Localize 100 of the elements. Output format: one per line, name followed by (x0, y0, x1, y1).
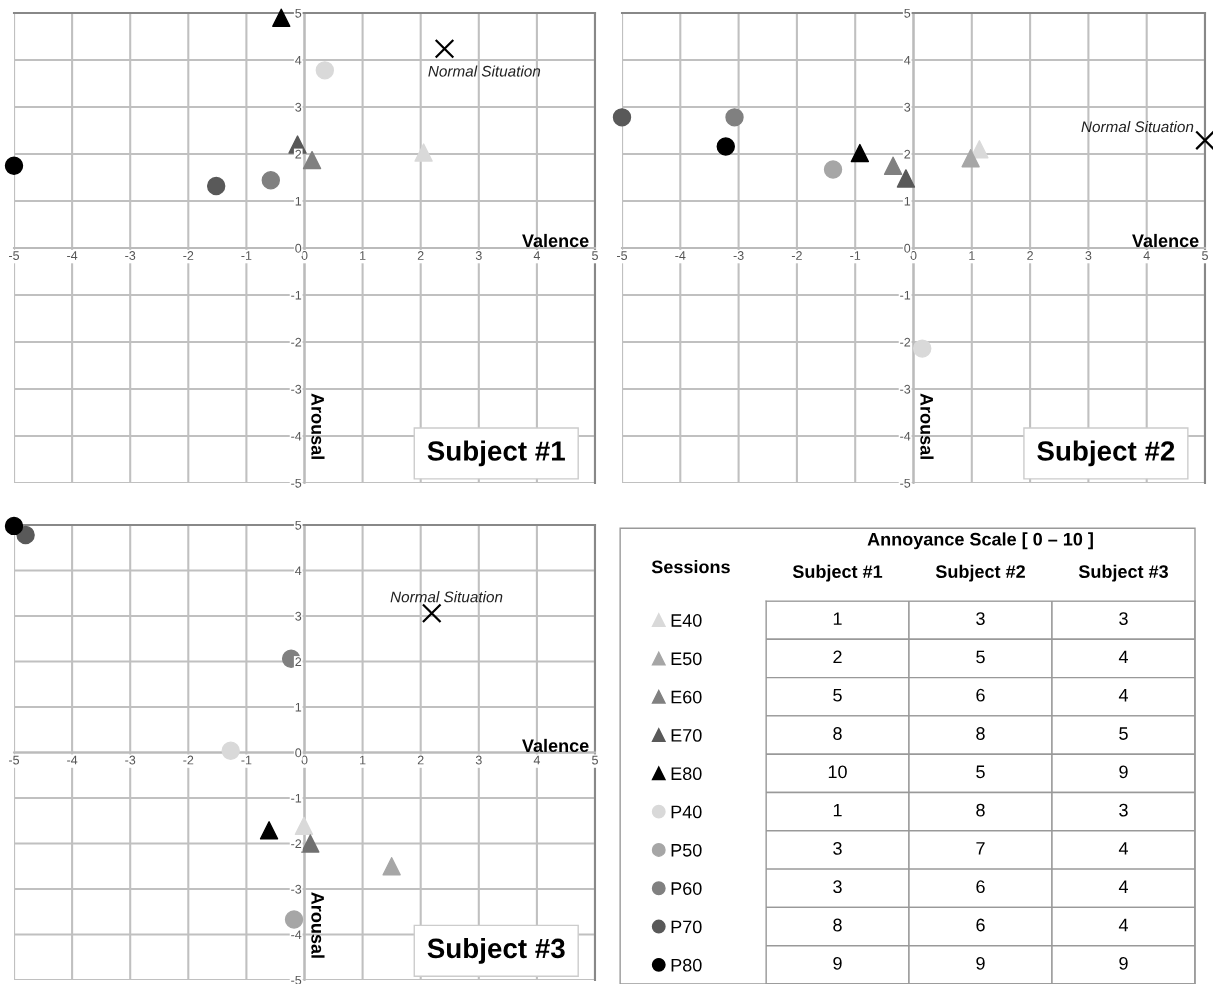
x-tick-label: Subject #1 (792, 564, 883, 582)
y-tick-label: P60 (671, 882, 702, 895)
point (294, 816, 314, 835)
x-tick-label: -5 (9, 755, 20, 765)
x-tick-label: 3 (475, 251, 482, 260)
data-label: 10 (828, 765, 847, 779)
data-label: 3 (833, 880, 842, 894)
x-tick-label: Subject #3 (1078, 564, 1169, 582)
y-tick-label: 1 (295, 196, 302, 206)
data-label: 1 (833, 803, 842, 817)
x-tick-label: -1 (241, 251, 252, 260)
x-tick-label: 4 (533, 755, 541, 765)
x-tick-label: -3 (125, 251, 136, 260)
data-label: 2 (833, 650, 842, 664)
y-tick-label: 2 (295, 657, 302, 667)
data-label: 9 (1119, 956, 1128, 970)
text: Subject #1 (427, 440, 565, 467)
series-label: Normal Situation (390, 591, 503, 603)
x-tick-label: 3 (1085, 251, 1092, 260)
data-label: 5 (976, 765, 985, 779)
data-label: 6 (976, 918, 985, 932)
x-tick-label: 4 (1143, 251, 1150, 260)
data-label: 8 (976, 727, 985, 740)
x-tick-label: 3 (475, 755, 482, 765)
data-label: 8 (833, 727, 842, 740)
x-tick-label: 2 (417, 755, 424, 765)
x-tick-label: 0 (910, 251, 917, 260)
y-tick-label: 5 (904, 8, 911, 18)
data-label: 9 (833, 956, 842, 970)
y-tick-label: -5 (291, 975, 302, 984)
data-label: 3 (833, 842, 842, 855)
data-label: 9 (976, 956, 985, 970)
point (382, 857, 401, 876)
point (261, 171, 281, 190)
x-tick-label: -3 (125, 755, 136, 765)
y-tick-label: E80 (671, 767, 702, 781)
x-tick-label: 2 (417, 251, 424, 260)
y-tick-label: -1 (291, 793, 302, 803)
y-tick-label: E70 (671, 728, 702, 742)
data-label: 6 (976, 688, 985, 702)
y-tick-label: -3 (291, 884, 302, 894)
series-label: Normal Situation (1081, 120, 1194, 133)
point (301, 834, 320, 853)
data-label: 5 (976, 650, 985, 664)
x-tick-label: -4 (67, 755, 78, 765)
y-axis-title: Arousal (311, 892, 325, 958)
x-tick-label: Subject #2 (935, 564, 1025, 582)
point (850, 143, 870, 163)
point (823, 160, 843, 179)
point (206, 176, 226, 196)
x-tick-label: 2 (1027, 251, 1033, 260)
y-tick-label: 3 (904, 102, 911, 112)
chart-title: Annoyance Scale [ 0 – 10 ] (867, 532, 1093, 550)
x-tick-label: 5 (592, 251, 598, 260)
point (284, 910, 304, 929)
y-tick-label: 0 (904, 243, 911, 253)
data-label: 4 (1118, 918, 1128, 932)
data-label: 5 (1119, 727, 1128, 740)
data-label: 7 (976, 842, 985, 855)
x-tick-label: -2 (791, 251, 802, 260)
y-tick-label: 0 (295, 243, 302, 253)
y-tick-label: E50 (671, 652, 702, 666)
point (434, 38, 455, 59)
y-tick-label: -3 (291, 384, 302, 394)
x-tick-label: 1 (360, 755, 366, 765)
point (272, 8, 291, 27)
point (612, 108, 632, 127)
y-tick-label: -5 (291, 478, 302, 488)
y-tick-label: 3 (295, 611, 302, 621)
y-tick-label: 5 (295, 520, 302, 530)
x-tick-label: -2 (183, 251, 194, 260)
point (315, 61, 335, 80)
y-tick-label: 2 (295, 149, 302, 159)
point (1195, 130, 1213, 151)
y-tick-label: 5 (295, 8, 302, 18)
point (896, 169, 916, 188)
point (913, 339, 932, 358)
x-tick-label: -2 (183, 755, 194, 765)
x-axis-title: Valence (522, 738, 589, 753)
data-label: 3 (1119, 803, 1128, 817)
y-tick-label: 3 (295, 102, 302, 112)
y-tick-label: -4 (291, 431, 302, 441)
point (421, 603, 442, 624)
y-tick-label: 1 (295, 702, 302, 712)
y-tick-label: 0 (295, 748, 302, 758)
x-axis-title: Valence (522, 233, 589, 248)
point (4, 156, 24, 175)
y-tick-label: 4 (295, 55, 302, 65)
y-tick-label: -1 (291, 290, 302, 300)
y-axis-title: Arousal (920, 393, 934, 459)
y-tick-label: 4 (904, 55, 911, 65)
point (259, 821, 279, 840)
point (302, 150, 322, 170)
data-label: 5 (833, 689, 842, 702)
y-tick-label: -4 (900, 431, 911, 441)
x-tick-label: 5 (592, 755, 598, 765)
x-tick-label: -5 (9, 251, 20, 260)
point (221, 741, 240, 760)
y-tick-label: -3 (900, 384, 911, 394)
data-label: 9 (1119, 765, 1128, 779)
